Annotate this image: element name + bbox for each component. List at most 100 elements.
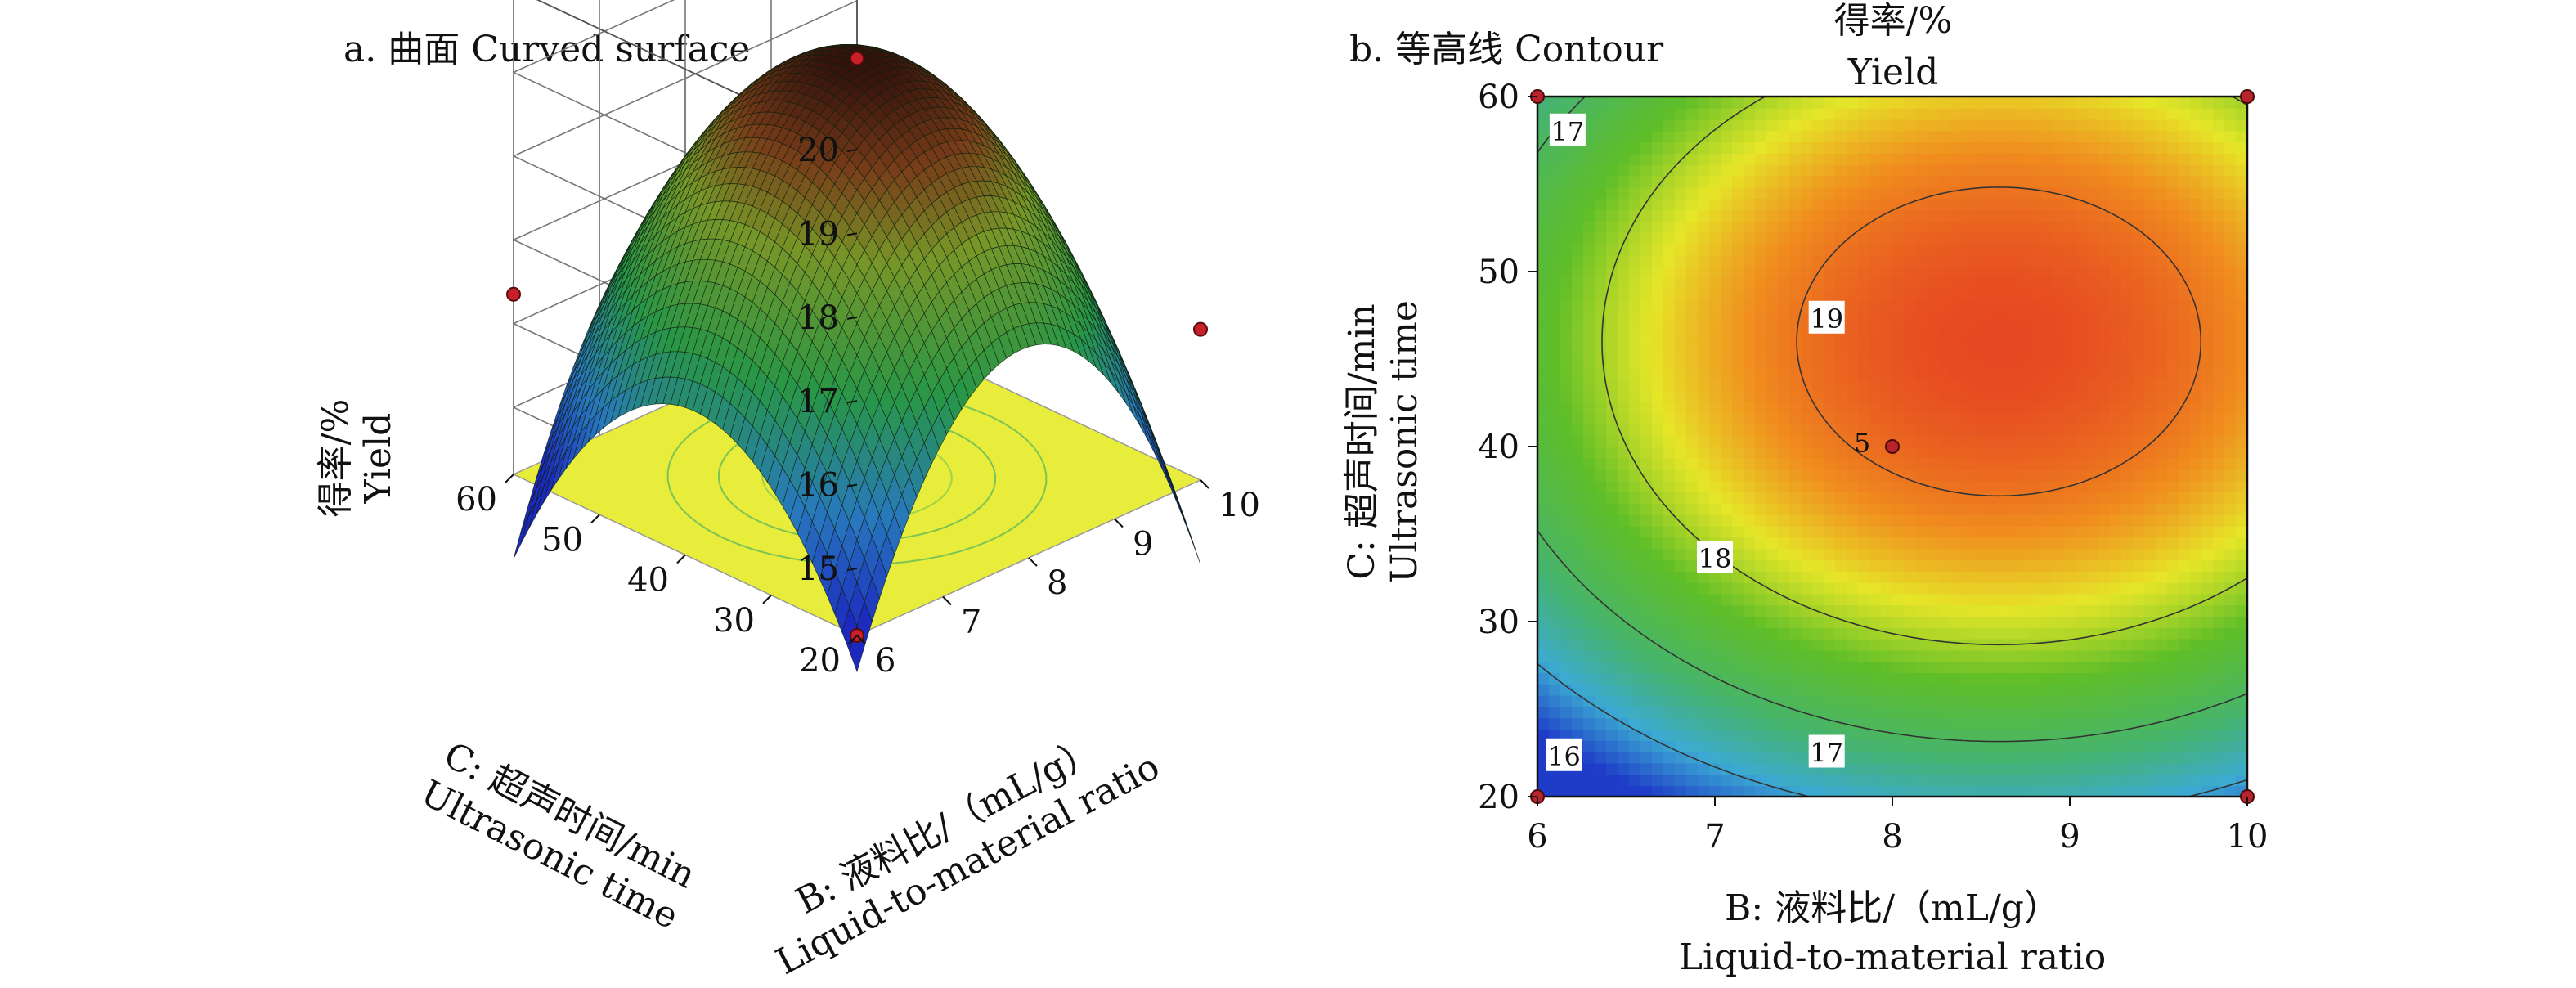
heat-cell <box>1847 322 1859 335</box>
heat-cell <box>1606 379 1618 391</box>
heat-cell <box>1629 198 1641 210</box>
heat-cell <box>1606 626 1618 640</box>
heat-cell <box>1869 401 1882 414</box>
heat-cell <box>2030 785 2042 797</box>
heat-cell <box>1675 492 1687 504</box>
heat-cell <box>1560 480 1573 493</box>
heat-cell <box>1744 706 1756 719</box>
heat-cell <box>1892 785 1905 797</box>
heat-cell <box>1789 220 1802 233</box>
heat-cell <box>1904 97 1916 109</box>
heat-cell <box>1572 424 1584 437</box>
heat-cell <box>1904 548 1916 560</box>
heat-cell <box>1789 616 1802 628</box>
heat-cell <box>1721 751 1733 764</box>
heat-cell <box>1629 266 1641 278</box>
heat-cell <box>1938 344 1950 357</box>
heat-cell <box>1904 243 1916 256</box>
heat-cell <box>1721 435 1733 447</box>
heat-cell <box>1698 626 1710 640</box>
heat-cell <box>1537 243 1550 256</box>
heat-cell <box>1618 616 1630 628</box>
heat-cell <box>1583 186 1595 200</box>
heat-cell <box>1950 762 1962 775</box>
heat-cell <box>1583 559 1595 572</box>
heat-cell <box>1778 299 1790 312</box>
heat-cell <box>1915 593 1928 606</box>
heat-cell <box>1595 401 1607 414</box>
heat-cell <box>1709 198 1721 210</box>
heat-cell <box>1755 276 1767 290</box>
heat-cell <box>1927 525 1939 538</box>
heat-cell <box>1847 153 1859 165</box>
heat-cell <box>2018 389 2031 402</box>
heat-cell <box>1744 299 1756 312</box>
heat-cell <box>1709 186 1721 200</box>
heat-cell <box>2041 751 2053 764</box>
heat-cell <box>1583 356 1595 369</box>
heat-cell <box>1961 333 1973 346</box>
heat-cell <box>1938 435 1950 447</box>
heat-cell <box>1847 288 1859 301</box>
heat-cell <box>1606 322 1618 335</box>
heat-cell <box>1732 153 1744 165</box>
heat-cell <box>1766 774 1779 787</box>
heat-cell <box>1709 266 1721 278</box>
heat-cell <box>1881 288 1893 301</box>
heat-cell <box>1835 243 1847 256</box>
heat-cell <box>1984 389 1996 402</box>
heat-cell <box>1583 322 1595 335</box>
heat-cell <box>2018 107 2031 120</box>
heat-cell <box>1972 683 1985 696</box>
heat-cell <box>1881 492 1893 504</box>
heat-cell <box>1927 254 1939 267</box>
heat-cell <box>1537 469 1550 482</box>
heat-cell <box>1709 276 1721 290</box>
heat-cell <box>1732 762 1744 775</box>
heat-cell <box>1824 537 1836 550</box>
heat-cell <box>1755 480 1767 493</box>
heat-cell <box>1847 548 1859 560</box>
heat-cell <box>2030 231 2042 245</box>
heat-cell <box>1537 198 1550 210</box>
heat-cell <box>1766 333 1779 346</box>
heat-cell <box>1915 694 1928 707</box>
heat-cell <box>1812 356 1824 369</box>
heat-cell <box>1835 276 1847 290</box>
heat-cell <box>2030 457 2042 470</box>
heat-cell <box>2018 683 2031 696</box>
heat-cell <box>1595 220 1607 233</box>
heat-cell <box>1663 503 1676 515</box>
heat-cell <box>1744 186 1756 200</box>
heat-cell <box>1686 593 1699 606</box>
heat-cell <box>2007 717 2019 730</box>
heat-cell <box>1572 604 1584 617</box>
heat-cell <box>1652 649 1664 662</box>
heat-cell <box>1595 649 1607 662</box>
heat-cell <box>1858 649 1870 662</box>
heat-cell <box>1721 604 1733 617</box>
heat-cell <box>1835 389 1847 402</box>
heat-cell <box>1778 616 1790 628</box>
heat-cell <box>1927 739 1939 752</box>
heat-cell <box>1663 175 1676 188</box>
heat-cell <box>1789 739 1802 752</box>
heat-cell <box>1789 457 1802 470</box>
heat-cell <box>2007 311 2019 324</box>
heat-cell <box>1835 209 1847 222</box>
heat-cell <box>1835 412 1847 425</box>
heat-cell <box>1572 480 1584 493</box>
heat-cell <box>1549 729 1561 741</box>
heat-cell <box>1950 447 1962 459</box>
heat-cell <box>1686 729 1699 741</box>
heat-cell <box>1938 401 1950 414</box>
heat-cell <box>1618 141 1630 154</box>
heat-cell <box>1824 604 1836 617</box>
heat-cell <box>1904 616 1916 628</box>
heat-cell <box>1915 525 1928 538</box>
heat-cell <box>1927 311 1939 324</box>
heat-cell <box>1766 412 1779 425</box>
heat-cell <box>1812 514 1824 527</box>
heat-cell <box>1869 729 1882 741</box>
design-point <box>506 286 521 302</box>
